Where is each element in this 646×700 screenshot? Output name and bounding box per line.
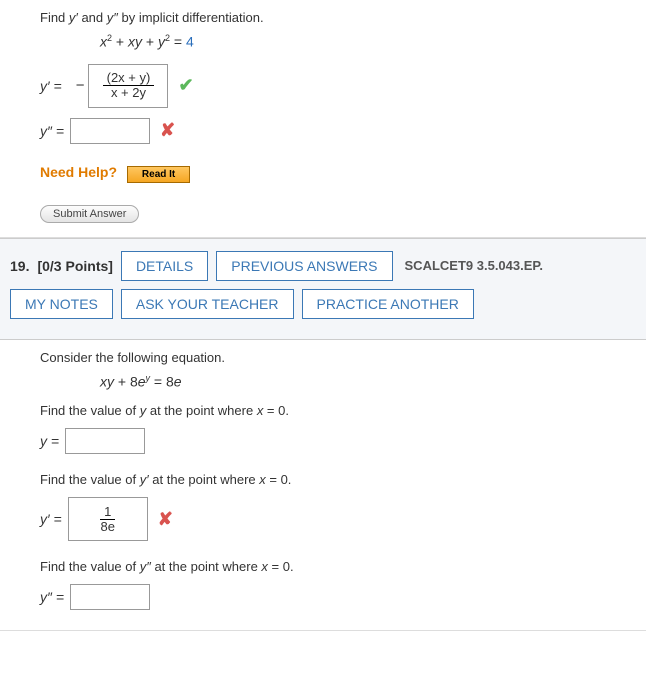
question-2-header: 19. [0/3 Points] DETAILS PREVIOUS ANSWER… [0, 238, 646, 340]
my-notes-button[interactable]: MY NOTES [10, 289, 113, 319]
yprime-answer-box[interactable]: (2x + y) x + 2y [88, 64, 168, 108]
y-answer-box[interactable] [65, 428, 145, 454]
x-icon: ✘ [158, 509, 173, 530]
text: y″ [107, 10, 118, 25]
text: y′ [69, 10, 78, 25]
text: and [78, 10, 107, 25]
ydblprime-answer-box[interactable] [70, 118, 150, 144]
q2-prompt: Consider the following equation. [40, 350, 636, 365]
negative-sign: − [76, 77, 85, 94]
need-help: Need Help? Read It [40, 164, 636, 183]
text: by implicit differentiation. [118, 10, 264, 25]
reference-label: SCALCET9 3.5.043.EP. [405, 258, 544, 273]
fraction: (2x + y) x + 2y [103, 71, 155, 101]
q2-find-yp: Find the value of y′ at the point where … [40, 472, 636, 487]
numerator: 1 [100, 505, 115, 520]
ask-teacher-button[interactable]: ASK YOUR TEACHER [121, 289, 294, 319]
question-2-body: Consider the following equation. xy + 8e… [0, 340, 646, 632]
q1-ydblprime-row: y″ = ✘ [40, 118, 636, 144]
fraction: 1 8e [96, 505, 118, 535]
q2-find-y: Find the value of y at the point where x… [40, 403, 636, 418]
numerator: (2x + y) [103, 71, 155, 86]
y-label: y = [40, 433, 59, 449]
submit-answer-button[interactable]: Submit Answer [40, 205, 139, 223]
header-row-2: MY NOTES ASK YOUR TEACHER PRACTICE ANOTH… [10, 289, 636, 319]
q2-ypp-row: y″ = [40, 584, 636, 610]
q2-equation: xy + 8ey = 8e [100, 373, 636, 390]
ydblprime-label: y″ = [40, 123, 64, 139]
need-help-label: Need Help? [40, 164, 117, 180]
read-it-button[interactable]: Read It [127, 166, 190, 183]
denominator: 8e [96, 520, 118, 534]
q2-y-row: y = [40, 428, 636, 454]
question-1-body: Find y′ and y″ by implicit differentiati… [0, 0, 646, 238]
ypp-label: y″ = [40, 589, 64, 605]
points-label: [0/3 Points] [37, 258, 112, 274]
q1-prompt: Find y′ and y″ by implicit differentiati… [40, 10, 636, 25]
yp-label: y′ = [40, 511, 62, 527]
practice-another-button[interactable]: PRACTICE ANOTHER [302, 289, 474, 319]
ypp-answer-box[interactable] [70, 584, 150, 610]
denominator: x + 2y [107, 86, 150, 100]
question-number: 19. [10, 258, 29, 274]
header-row-1: 19. [0/3 Points] DETAILS PREVIOUS ANSWER… [10, 251, 636, 281]
q1-yprime-row: y′ = − (2x + y) x + 2y ✔ [40, 64, 636, 108]
check-icon: ✔ [178, 75, 193, 96]
q1-equation: x2 + xy + y2 = 4 [100, 33, 636, 50]
q2-find-ypp: Find the value of y″ at the point where … [40, 559, 636, 574]
text: Find [40, 10, 69, 25]
previous-answers-button[interactable]: PREVIOUS ANSWERS [216, 251, 392, 281]
details-button[interactable]: DETAILS [121, 251, 208, 281]
text: 4 [186, 34, 194, 50]
yp-answer-box[interactable]: 1 8e [68, 497, 148, 541]
yprime-label: y′ = [40, 78, 62, 94]
x-icon: ✘ [160, 120, 175, 141]
q2-yp-row: y′ = 1 8e ✘ [40, 497, 636, 541]
